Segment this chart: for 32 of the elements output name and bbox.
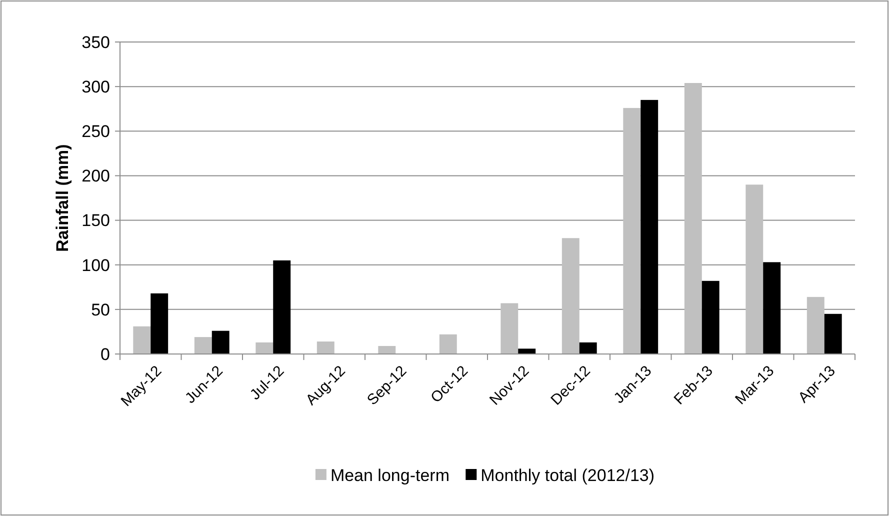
bar — [746, 184, 764, 354]
y-tick-label: 300 — [82, 78, 110, 97]
bar — [150, 293, 168, 354]
y-tick-label: 100 — [82, 256, 110, 275]
y-tick-label: 150 — [82, 211, 110, 230]
y-tick-label: 200 — [82, 166, 110, 186]
bar — [824, 314, 842, 354]
bar — [579, 342, 597, 354]
y-tick-label: 250 — [82, 122, 110, 142]
bar — [518, 348, 536, 354]
y-axis-title: Rainfall (mm) — [53, 144, 72, 252]
bar — [500, 303, 518, 354]
bar — [562, 238, 580, 354]
y-tick-label: 0 — [100, 344, 110, 364]
bar — [316, 342, 334, 354]
bar — [273, 260, 291, 354]
bar — [806, 296, 824, 354]
bar — [133, 326, 151, 354]
legend-label: Mean long-term — [330, 466, 450, 485]
bar — [194, 337, 212, 354]
bar — [684, 83, 702, 354]
bar — [763, 262, 781, 354]
bar — [439, 334, 457, 354]
bar — [623, 108, 641, 354]
bar — [212, 330, 230, 354]
y-tick-label: 50 — [91, 300, 110, 320]
bar — [702, 280, 720, 354]
legend-label: Monthly total (2012/13) — [480, 466, 655, 485]
y-tick-label: 350 — [82, 32, 110, 52]
bar — [640, 100, 658, 354]
bar — [256, 342, 274, 354]
bar — [378, 346, 396, 354]
